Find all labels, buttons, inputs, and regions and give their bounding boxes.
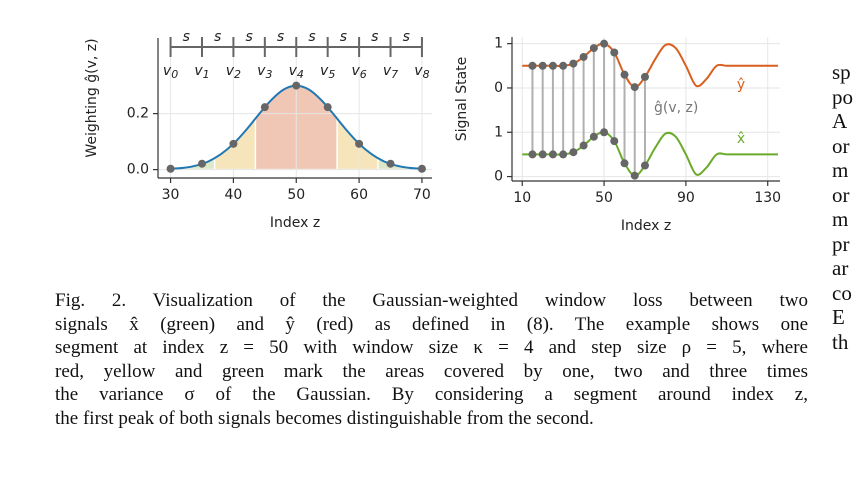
signal-point xyxy=(528,61,537,70)
y-axis-label: Weighting ĝ(v, z) xyxy=(84,38,100,157)
signal-point xyxy=(559,150,568,159)
window-point xyxy=(386,159,395,168)
step-label: s xyxy=(308,29,315,45)
text-line: po xyxy=(832,84,853,109)
text-line: E xyxy=(832,305,845,329)
signal-point xyxy=(559,61,568,70)
signal-point xyxy=(569,148,578,157)
x-tick-label: 30 xyxy=(162,187,180,203)
signal-point xyxy=(579,141,588,150)
signal-point xyxy=(640,72,649,81)
window-point xyxy=(355,139,364,148)
window-label: v7 xyxy=(383,63,398,81)
x-tick-label: 60 xyxy=(350,187,368,203)
signal-point xyxy=(548,61,557,70)
window-label: v8 xyxy=(414,63,429,81)
text-line: th xyxy=(832,329,849,354)
y-tick-label: 0.2 xyxy=(127,106,149,122)
x-tick-label: 50 xyxy=(595,190,613,206)
text-line: segment at index z = 50 with window size… xyxy=(55,337,808,358)
window-point xyxy=(292,81,301,90)
window-label: v4 xyxy=(289,63,304,81)
step-label: s xyxy=(277,29,284,45)
signal-point xyxy=(600,39,609,48)
signal-point xyxy=(630,83,639,92)
caption: Fig. 2. Visualization of the Gaussian-we… xyxy=(55,289,808,430)
x-axis-label: Index z xyxy=(270,215,320,231)
signal-point xyxy=(538,61,547,70)
text-line: m xyxy=(832,207,849,231)
y-tick-label: 0 xyxy=(494,169,503,185)
x-tick-label: 90 xyxy=(677,190,695,206)
step-label: s xyxy=(371,29,378,45)
signal-point xyxy=(589,44,598,53)
window-label: v3 xyxy=(257,63,272,81)
signal-point xyxy=(620,159,629,168)
text-line: Fig. 2. Visualization of the Gaussian-we… xyxy=(55,290,808,311)
window-label: v5 xyxy=(320,63,335,81)
window-label: v1 xyxy=(194,63,209,81)
window-label: v0 xyxy=(163,63,178,81)
window-point xyxy=(166,164,175,173)
window-point xyxy=(323,103,332,112)
series-label: x̂ xyxy=(737,131,745,147)
signal-point xyxy=(610,137,619,146)
window-point xyxy=(417,164,426,173)
step-label: s xyxy=(214,29,221,45)
series-label: ŷ xyxy=(737,77,745,93)
text-line: signals x̂ (green) and ŷ (red) as define… xyxy=(55,313,808,335)
step-label: s xyxy=(403,29,410,45)
signal-point xyxy=(528,150,537,159)
signal-point xyxy=(630,171,639,180)
window-point xyxy=(229,139,238,148)
signal-point xyxy=(610,48,619,57)
text-line: sp xyxy=(832,60,851,84)
text-line: the variance σ of the Gaussian. By consi… xyxy=(55,384,808,405)
y-axis-label: Signal State xyxy=(454,57,470,142)
y-tick-label: 0 xyxy=(494,80,503,96)
window-annotation: ĝ(v, z) xyxy=(654,100,698,116)
window-point xyxy=(197,159,206,168)
signal-point xyxy=(548,150,557,159)
text-line: ar xyxy=(832,256,849,280)
text-line: or xyxy=(832,182,850,207)
text-line: pr xyxy=(832,231,850,256)
signal-point xyxy=(640,161,649,170)
text-line: A xyxy=(832,109,848,133)
text-line: co xyxy=(832,280,852,305)
x-tick-label: 10 xyxy=(513,190,531,206)
signal-point xyxy=(579,52,588,61)
x-axis-label: Index z xyxy=(621,218,671,234)
signal-point xyxy=(600,128,609,137)
window-point xyxy=(260,103,269,112)
signal-point xyxy=(589,132,598,141)
text-line: m xyxy=(832,158,849,182)
signal-point xyxy=(620,70,629,79)
step-label: s xyxy=(340,29,347,45)
signal-point xyxy=(569,59,578,68)
y-tick-label: 0.0 xyxy=(127,162,149,178)
figure: 30 40 50 60 70 0.0 0.2 Index z Weighting ĝ(v, z)… xyxy=(84,29,781,234)
window-label: v2 xyxy=(226,63,241,81)
y-tick-label: 1 xyxy=(494,124,503,140)
text-line: the first peak of both signals becomes d… xyxy=(55,407,594,429)
x-tick-label: 50 xyxy=(287,187,305,203)
x-tick-label: 40 xyxy=(224,187,242,203)
step-label: s xyxy=(245,29,252,45)
text-line: red, yellow and green mark the areas cov… xyxy=(55,360,808,382)
x-tick-label: 130 xyxy=(754,190,781,206)
window-label: v6 xyxy=(351,63,366,81)
x-tick-label: 70 xyxy=(413,187,431,203)
step-label: s xyxy=(183,29,190,45)
text-line: or xyxy=(832,133,850,158)
signal-point xyxy=(538,150,547,159)
y-tick-label: 1 xyxy=(494,36,503,52)
